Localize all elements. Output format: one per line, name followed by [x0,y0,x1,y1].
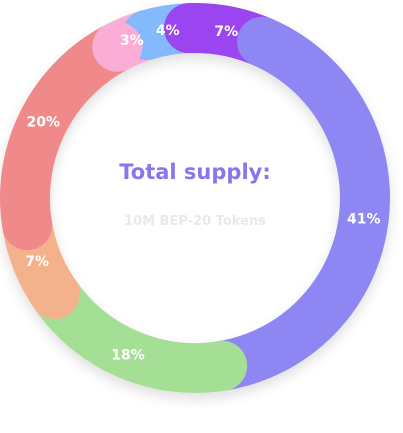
donut-segments [2,3,365,391]
donut-value-label: 20% [27,114,61,130]
total-supply-title: Total supply: [0,160,390,184]
donut-value-label: 7% [214,24,238,40]
donut-segment-cap [30,269,80,319]
donut-value-label: 3% [120,33,144,49]
donut-segment-cap [237,17,287,67]
donut-value-label: 4% [156,23,180,39]
donut-segment-cap [197,341,247,391]
donut-value-label: 18% [111,347,145,363]
donut-segment [25,46,118,225]
donut-segment [221,42,365,366]
donut-value-label: 7% [25,254,49,270]
token-supply-subtitle: 10M BEP-20 Tokens [0,214,390,229]
